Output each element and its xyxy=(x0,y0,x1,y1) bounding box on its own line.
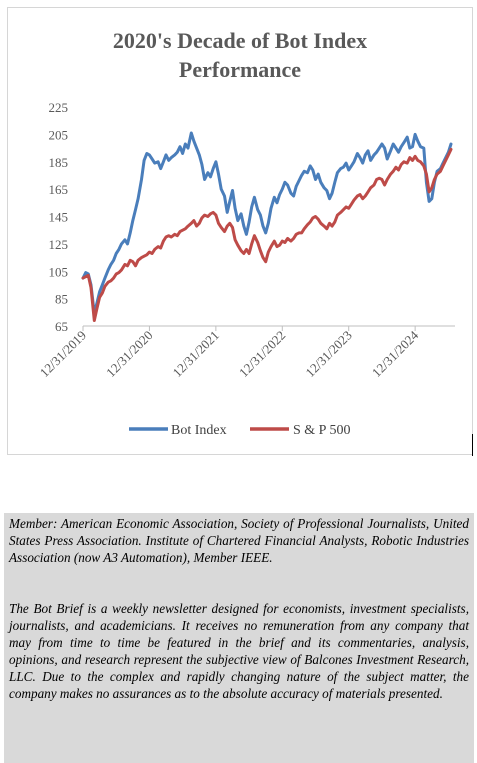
disclaimer-box: Member: American Economic Association, S… xyxy=(4,513,474,763)
y-tick-label: 145 xyxy=(49,210,69,225)
x-tick-label: 12/31/2020 xyxy=(103,328,155,380)
series-line-sp500 xyxy=(81,147,453,322)
y-tick-label: 225 xyxy=(49,100,69,115)
chart-title-line-1: 2020's Decade of Bot Index xyxy=(113,28,367,53)
series-line-bot-index xyxy=(81,131,453,316)
y-tick-label: 205 xyxy=(49,127,69,142)
newsletter-disclaimer: The Bot Brief is a weekly newsletter des… xyxy=(9,601,469,701)
y-tick-label: 65 xyxy=(55,319,68,334)
x-tick-label: 12/31/2021 xyxy=(169,328,221,380)
y-tick-label: 105 xyxy=(49,264,69,279)
legend: Bot Index S & P 500 xyxy=(129,423,350,438)
series-lines xyxy=(81,131,453,322)
y-tick-label: 185 xyxy=(49,155,69,170)
x-tick-label: 12/31/2022 xyxy=(236,328,288,380)
x-tick-label: 12/31/2023 xyxy=(302,328,354,380)
membership-statement: Member: American Economic Association, S… xyxy=(9,516,469,565)
chart-frame: 2020's Decade of Bot Index Performance 2… xyxy=(7,7,473,455)
x-tick-label: 12/31/2019 xyxy=(37,328,89,380)
chart-title-line-2: Performance xyxy=(179,57,301,82)
legend-label-bot-index: Bot Index xyxy=(171,423,227,438)
legend-label-sp500: S & P 500 xyxy=(293,423,350,438)
y-tick-label: 125 xyxy=(49,237,69,252)
y-tick-label: 165 xyxy=(49,182,69,197)
y-axis: 225 205 185 165 145 125 105 85 65 xyxy=(49,100,69,334)
line-chart: 2020's Decade of Bot Index Performance 2… xyxy=(37,28,455,438)
y-tick-label: 85 xyxy=(55,292,68,307)
divider-mark xyxy=(472,434,473,456)
x-tick-label: 12/31/2024 xyxy=(369,327,422,380)
x-axis: 12/31/2019 12/31/2020 12/31/2021 12/31/2022… xyxy=(37,326,422,380)
